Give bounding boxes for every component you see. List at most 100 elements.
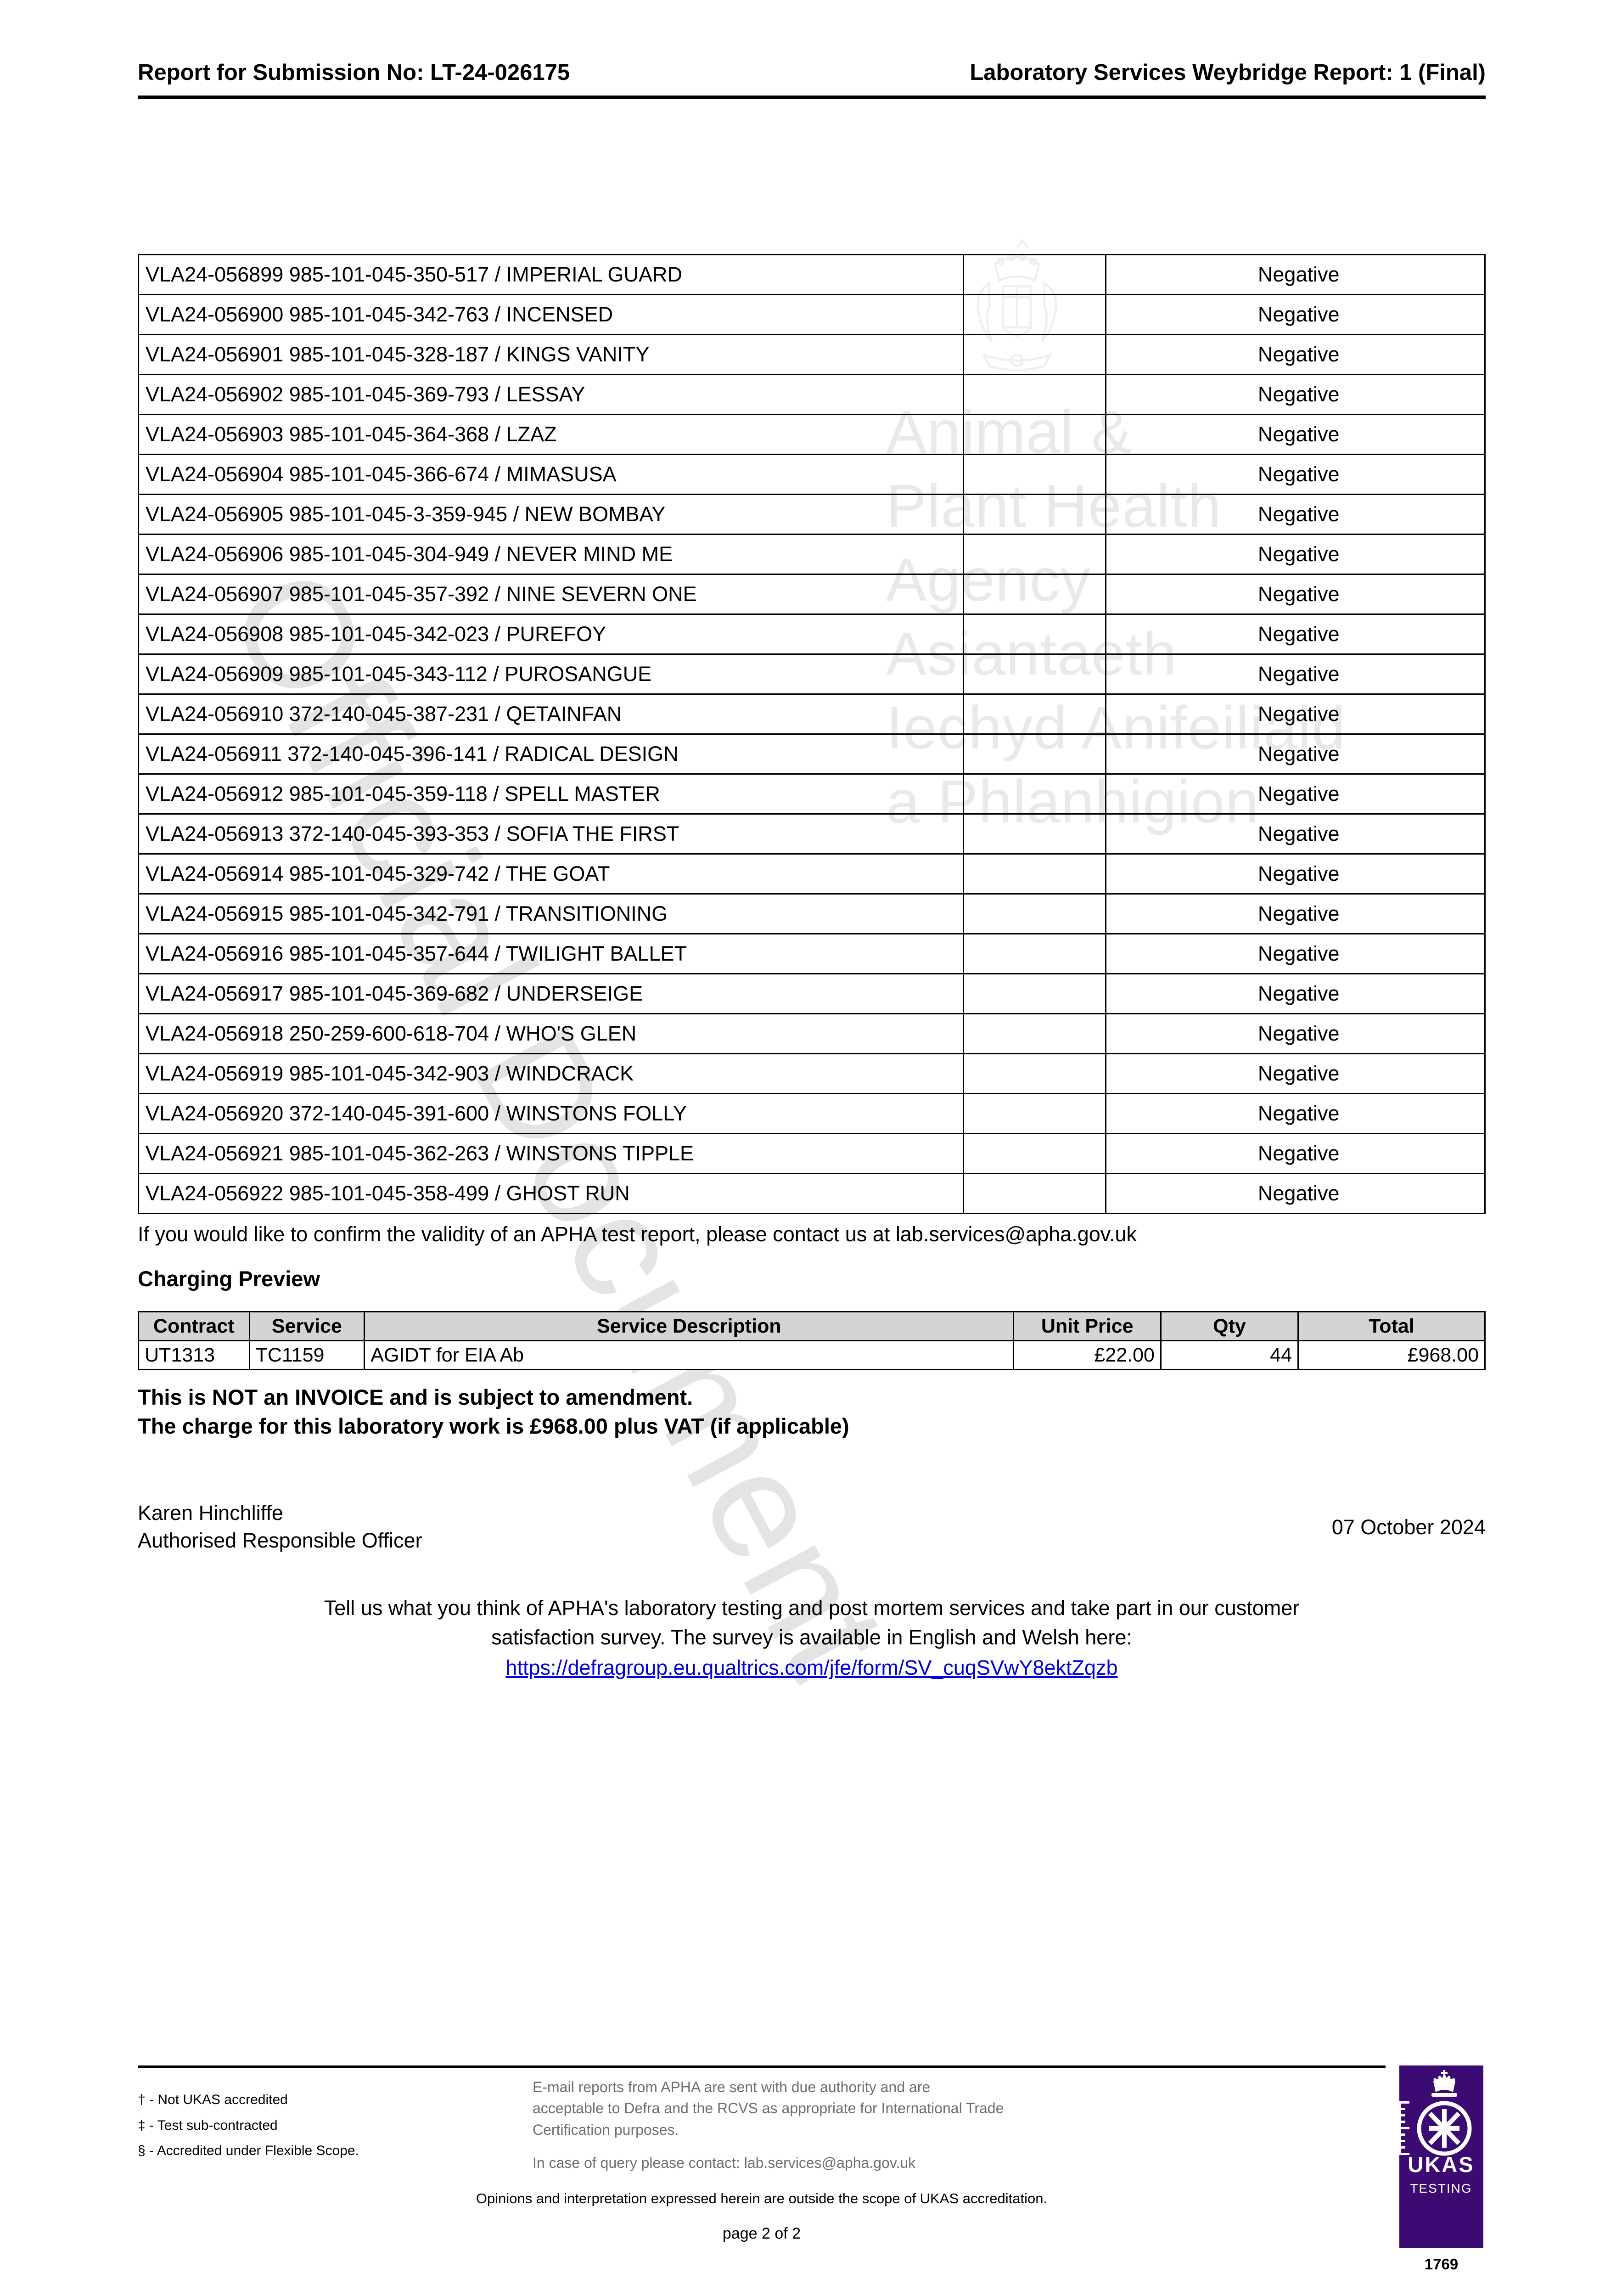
cell-result: Negative [1105, 893, 1486, 934]
cell-sample-id: VLA24-056912 985-101-045-359-118 / SPELL… [138, 773, 964, 815]
col-header-total: Total [1297, 1311, 1486, 1341]
cell-result: Negative [1105, 1053, 1486, 1094]
cell-spacer [962, 494, 1107, 535]
page-header: Report for Submission No: LT-24-026175 L… [138, 60, 1486, 99]
table-row: VLA24-056911 372-140-045-396-141 / RADIC… [138, 733, 1486, 775]
cell-spacer [962, 1133, 1107, 1174]
cell-sample-id: VLA24-056908 985-101-045-342-023 / PUREF… [138, 613, 964, 655]
cell-sample-id: VLA24-056911 372-140-045-396-141 / RADIC… [138, 733, 964, 775]
table-row: VLA24-056902 985-101-045-369-793 / LESSA… [138, 374, 1486, 415]
cell-sample-id: VLA24-056903 985-101-045-364-368 / LZAZ [138, 414, 964, 455]
cell-spacer [962, 254, 1107, 295]
footer-opinion-note: Opinions and interpretation expressed he… [476, 2190, 1048, 2206]
cell-sample-id: VLA24-056900 985-101-045-342-763 / INCEN… [138, 294, 964, 335]
ukas-accreditation-logo: UKAS TESTING [1399, 2065, 1483, 2248]
col-header-qty: Qty [1160, 1311, 1299, 1341]
cell-result: Negative [1105, 1013, 1486, 1054]
survey-line-2: satisfaction survey. The survey is avail… [491, 1625, 1132, 1649]
table-row: VLA24-056904 985-101-045-366-674 / MIMAS… [138, 454, 1486, 495]
cell-result: Negative [1105, 653, 1486, 695]
cell-spacer [962, 973, 1107, 1014]
cell-sample-id: VLA24-056913 372-140-045-393-353 / SOFIA… [138, 813, 964, 855]
cell-sample-id: VLA24-056917 985-101-045-369-682 / UNDER… [138, 973, 964, 1014]
table-row: VLA24-056899 985-101-045-350-517 / IMPER… [138, 254, 1486, 295]
symbol-section-note: § - Accredited under Flexible Scope. [138, 2143, 359, 2158]
footer-symbol-key: † - Not UKAS accredited ‡ - Test sub-con… [138, 2087, 487, 2164]
cell-spacer [962, 574, 1107, 615]
charging-header-row: Contract Service Service Description Uni… [138, 1311, 1486, 1341]
notice-line-1: This is NOT an INVOICE and is subject to… [138, 1385, 693, 1409]
table-row: VLA24-056916 985-101-045-357-644 / TWILI… [138, 933, 1486, 974]
cell-sample-id: VLA24-056907 985-101-045-357-392 / NINE … [138, 574, 964, 615]
footer-divider [138, 2065, 1386, 2068]
signatory-name: Karen Hinchliffe [138, 1501, 283, 1525]
signature-block: Karen Hinchliffe Authorised Responsible … [138, 1499, 422, 1554]
symbol-double-dagger-note: ‡ - Test sub-contracted [138, 2117, 278, 2133]
validity-note: If you would like to confirm the validit… [138, 1222, 1137, 1246]
footer-page-number: page 2 of 2 [722, 2225, 801, 2242]
cell-spacer [962, 454, 1107, 495]
cell-result: Negative [1105, 733, 1486, 775]
header-submission-no: Report for Submission No: LT-24-026175 [138, 60, 570, 85]
cell-sample-id: VLA24-056914 985-101-045-329-742 / THE G… [138, 853, 964, 895]
signatory-role: Authorised Responsible Officer [138, 1528, 422, 1552]
cell-sample-id: VLA24-056910 372-140-045-387-231 / QETAI… [138, 693, 964, 735]
table-row: VLA24-056912 985-101-045-359-118 / SPELL… [138, 773, 1486, 815]
cell-sample-id: VLA24-056921 985-101-045-362-263 / WINST… [138, 1133, 964, 1174]
cell-spacer [962, 773, 1107, 815]
email-note-line-1: E-mail reports from APHA are sent with d… [533, 2079, 931, 2095]
cell-sample-id: VLA24-056901 985-101-045-328-187 / KINGS… [138, 334, 964, 375]
table-row: VLA24-056910 372-140-045-387-231 / QETAI… [138, 693, 1486, 735]
cell-spacer [962, 1173, 1107, 1214]
table-row: VLA24-056906 985-101-045-304-949 / NEVER… [138, 534, 1486, 575]
cell-spacer [962, 933, 1107, 974]
email-note-line-3: Certification purposes. [533, 2121, 679, 2138]
cell-contract: UT1313 [138, 1340, 250, 1370]
table-row: VLA24-056905 985-101-045-3-359-945 / NEW… [138, 494, 1486, 535]
cell-sample-id: VLA24-056918 250-259-600-618-704 / WHO'S… [138, 1013, 964, 1054]
header-report-title: Laboratory Services Weybridge Report: 1 … [970, 60, 1486, 85]
cell-result: Negative [1105, 334, 1486, 375]
cell-result: Negative [1105, 414, 1486, 455]
cell-sample-id: VLA24-056909 985-101-045-343-112 / PUROS… [138, 653, 964, 695]
col-header-unit-price: Unit Price [1013, 1311, 1162, 1341]
notice-line-2: The charge for this laboratory work is £… [138, 1413, 849, 1438]
table-row: VLA24-056915 985-101-045-342-791 / TRANS… [138, 893, 1486, 934]
table-row: VLA24-056918 250-259-600-618-704 / WHO'S… [138, 1013, 1486, 1054]
cell-result: Negative [1105, 693, 1486, 735]
cell-result: Negative [1105, 454, 1486, 495]
cell-spacer [962, 414, 1107, 455]
cell-total: £968.00 [1297, 1340, 1486, 1370]
charging-preview-table: Contract Service Service Description Uni… [138, 1311, 1486, 1370]
table-row: VLA24-056907 985-101-045-357-392 / NINE … [138, 574, 1486, 615]
cell-result: Negative [1105, 494, 1486, 535]
survey-invitation: Tell us what you think of APHA's laborat… [138, 1593, 1486, 1683]
cell-result: Negative [1105, 613, 1486, 655]
cell-spacer [962, 1013, 1107, 1054]
cell-sample-id: VLA24-056915 985-101-045-342-791 / TRANS… [138, 893, 964, 934]
table-row: VLA24-056913 372-140-045-393-353 / SOFIA… [138, 813, 1486, 855]
cell-spacer [962, 693, 1107, 735]
cell-sample-id: VLA24-056905 985-101-045-3-359-945 / NEW… [138, 494, 964, 535]
col-header-contract: Contract [138, 1311, 250, 1341]
col-header-description: Service Description [364, 1311, 1015, 1341]
table-row: VLA24-056903 985-101-045-364-368 / LZAZ N… [138, 414, 1486, 455]
cell-spacer [962, 534, 1107, 575]
cell-result: Negative [1105, 853, 1486, 895]
header-divider [138, 96, 1486, 99]
cell-spacer [962, 613, 1107, 655]
footer-query-note: In case of query please contact: lab.ser… [533, 2155, 916, 2172]
cell-spacer [962, 733, 1107, 775]
table-row: VLA24-056917 985-101-045-369-682 / UNDER… [138, 973, 1486, 1014]
cell-service: TC1159 [248, 1340, 365, 1370]
survey-link[interactable]: https://defragroup.eu.qualtrics.com/jfe/… [505, 1655, 1118, 1679]
table-row: VLA24-056900 985-101-045-342-763 / INCEN… [138, 294, 1486, 335]
cell-sample-id: VLA24-056904 985-101-045-366-674 / MIMAS… [138, 454, 964, 495]
results-table: VLA24-056899 985-101-045-350-517 / IMPER… [138, 254, 1486, 1214]
cell-sample-id: VLA24-056920 372-140-045-391-600 / WINST… [138, 1093, 964, 1134]
table-row: VLA24-056909 985-101-045-343-112 / PUROS… [138, 653, 1486, 695]
cell-spacer [962, 893, 1107, 934]
cell-result: Negative [1105, 1093, 1486, 1134]
cell-description: AGIDT for EIA Ab [364, 1340, 1015, 1370]
